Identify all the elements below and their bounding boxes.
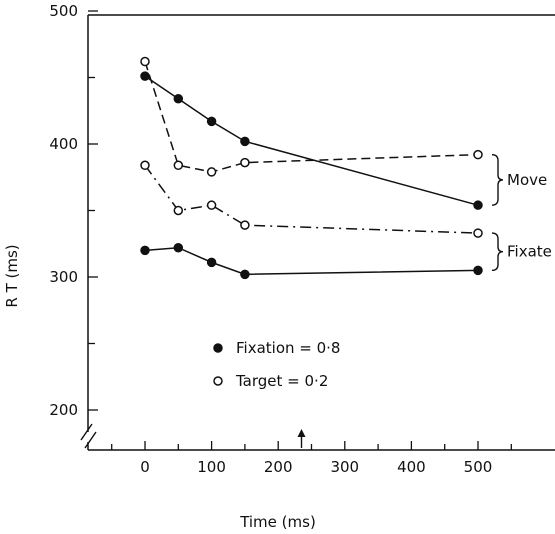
filled-point bbox=[173, 242, 184, 253]
open-point bbox=[473, 149, 483, 160]
y-tick-label: 400 bbox=[49, 135, 78, 153]
filled-point bbox=[240, 136, 250, 147]
group-labels: Move Fixate bbox=[491, 153, 552, 272]
open-point bbox=[140, 56, 150, 67]
open-point bbox=[206, 200, 217, 210]
open-point bbox=[140, 160, 150, 171]
arrow-marker-head bbox=[297, 429, 306, 437]
series-line-1 bbox=[144, 75, 479, 206]
filled-point bbox=[140, 71, 150, 81]
series-line-4 bbox=[144, 246, 479, 276]
series-line-3 bbox=[144, 164, 479, 234]
legend-filled-marker bbox=[213, 343, 223, 353]
x-tick-label: 0 bbox=[140, 458, 150, 476]
x-tick-label: 300 bbox=[330, 458, 359, 476]
axis-break-mark bbox=[84, 431, 97, 449]
y-axis-title: R T (ms) bbox=[3, 244, 21, 307]
open-point bbox=[240, 220, 250, 230]
y-tick-label: 500 bbox=[49, 2, 78, 20]
x-tick-label: 100 bbox=[197, 458, 226, 476]
plot-frame bbox=[80, 14, 555, 451]
group-brace bbox=[491, 232, 504, 272]
legend-label: Fixation = 0·8 bbox=[236, 339, 340, 357]
legend-open-marker bbox=[213, 376, 223, 386]
filled-point bbox=[240, 269, 250, 280]
open-point bbox=[173, 205, 184, 216]
x-tick-label: 400 bbox=[397, 458, 426, 476]
filled-point bbox=[473, 265, 483, 276]
series-layer bbox=[140, 56, 483, 280]
open-point bbox=[173, 160, 184, 171]
filled-point bbox=[140, 245, 150, 256]
open-point bbox=[206, 167, 217, 177]
filled-point bbox=[206, 257, 217, 268]
y-tick-label: 200 bbox=[49, 401, 78, 419]
x-axis-ticks: 0 100 200 300 400 500 bbox=[111, 429, 512, 476]
y-axis-ticks: 200 300 400 500 bbox=[49, 2, 98, 419]
x-tick-label: 200 bbox=[264, 458, 293, 476]
legend-label: Target = 0·2 bbox=[235, 372, 328, 390]
open-point bbox=[473, 228, 483, 238]
x-axis-title: Time (ms) bbox=[239, 513, 316, 531]
filled-point bbox=[206, 116, 217, 127]
group-label: Fixate bbox=[507, 243, 552, 261]
filled-point bbox=[173, 94, 184, 104]
legend: Fixation = 0·8 Target = 0·2 bbox=[213, 339, 340, 390]
group-label: Move bbox=[507, 171, 547, 189]
axis-break-mark bbox=[80, 423, 93, 441]
y-tick-label: 300 bbox=[49, 268, 78, 286]
x-tick-label: 500 bbox=[464, 458, 493, 476]
group-brace bbox=[491, 153, 504, 206]
open-point bbox=[240, 157, 250, 168]
filled-point bbox=[473, 200, 483, 210]
series-line-2 bbox=[144, 61, 479, 173]
